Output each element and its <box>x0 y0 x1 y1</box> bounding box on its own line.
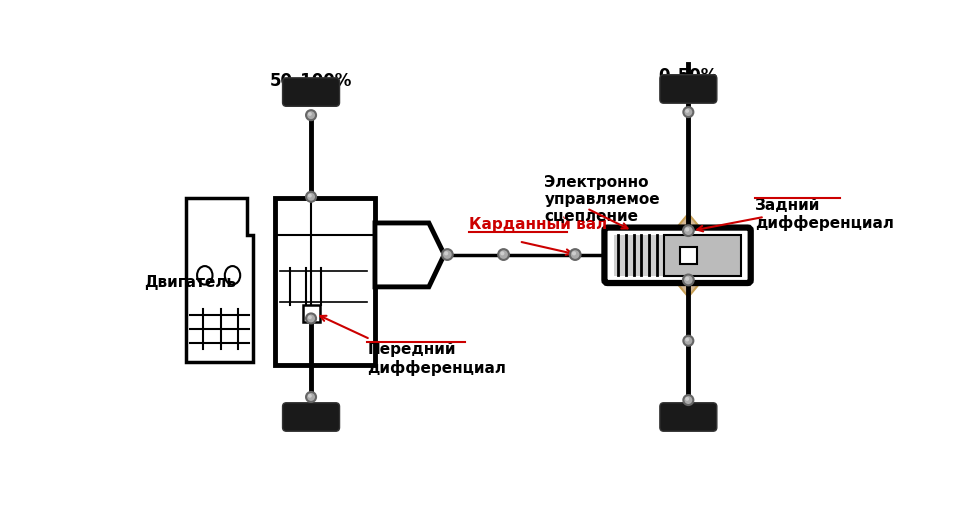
Circle shape <box>685 397 689 401</box>
Circle shape <box>442 249 453 261</box>
Circle shape <box>498 249 509 261</box>
Circle shape <box>683 275 694 286</box>
Circle shape <box>306 111 316 121</box>
Circle shape <box>684 395 693 406</box>
Polygon shape <box>375 224 444 287</box>
Circle shape <box>306 314 316 324</box>
Bar <box>663 235 741 277</box>
Circle shape <box>685 228 689 232</box>
Text: Передний
дифференциал: Передний дифференциал <box>368 341 506 375</box>
Text: Задний
дифференциал: Задний дифференциал <box>756 197 894 231</box>
Circle shape <box>684 336 693 346</box>
Polygon shape <box>654 214 723 297</box>
Circle shape <box>570 249 581 261</box>
Text: Электронно
управляемое
сцепление: Электронно управляемое сцепление <box>544 174 660 224</box>
Bar <box>302 306 320 323</box>
FancyBboxPatch shape <box>282 79 340 107</box>
Text: 0–50%: 0–50% <box>659 67 718 85</box>
FancyBboxPatch shape <box>605 228 751 283</box>
Circle shape <box>684 108 693 118</box>
Text: Карданный вал: Карданный вал <box>468 216 607 231</box>
Bar <box>275 199 375 365</box>
Ellipse shape <box>225 267 240 285</box>
Circle shape <box>572 252 576 256</box>
Bar <box>680 247 697 264</box>
Circle shape <box>308 394 312 398</box>
Circle shape <box>685 110 689 114</box>
Circle shape <box>683 226 694 236</box>
Bar <box>613 235 663 277</box>
Circle shape <box>306 392 316 402</box>
FancyBboxPatch shape <box>660 403 717 431</box>
Circle shape <box>308 113 312 117</box>
Circle shape <box>500 252 504 256</box>
Polygon shape <box>185 199 253 362</box>
Circle shape <box>685 338 689 342</box>
Circle shape <box>685 277 689 281</box>
Ellipse shape <box>197 267 212 285</box>
Text: Двигатель: Двигатель <box>144 274 236 289</box>
FancyBboxPatch shape <box>282 403 340 431</box>
FancyBboxPatch shape <box>660 76 717 104</box>
Circle shape <box>306 192 316 203</box>
Circle shape <box>444 252 448 256</box>
Text: 50–100%: 50–100% <box>270 71 352 89</box>
Circle shape <box>308 194 312 198</box>
Circle shape <box>308 316 312 320</box>
